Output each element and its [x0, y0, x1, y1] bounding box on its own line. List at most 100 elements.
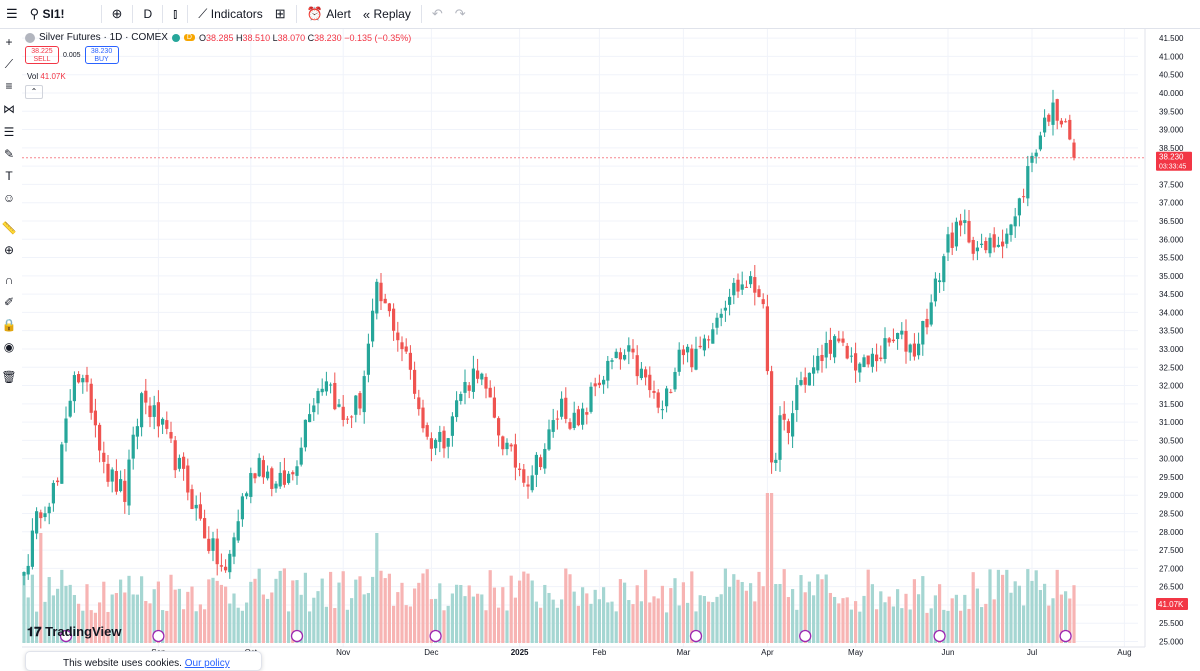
candle-body: [807, 372, 811, 386]
high-label: H: [236, 32, 243, 43]
volume-bar: [299, 594, 303, 643]
brush-icon[interactable]: ✎: [3, 147, 15, 161]
collapse-legend-button[interactable]: ⌃: [25, 85, 43, 99]
volume-bar: [749, 583, 753, 643]
candle-body: [425, 425, 429, 437]
lock-icon[interactable]: 🔒: [1, 318, 17, 332]
y-tick-label: 38.500: [1159, 144, 1184, 153]
candle-body: [845, 345, 849, 359]
candle-body: [623, 354, 627, 360]
fib-icon[interactable]: ≡: [5, 79, 13, 93]
trendline-icon[interactable]: ⟋: [4, 57, 14, 71]
text-icon[interactable]: T: [5, 169, 13, 183]
tradingview-logo[interactable]: 𝟏𝟕 TradingView: [27, 624, 121, 640]
volume-bar: [560, 599, 564, 643]
dividend-marker-icon[interactable]: [59, 629, 73, 643]
menu-icon[interactable]: ☰: [6, 6, 18, 21]
search-icon: ⚲: [29, 6, 40, 21]
candle-body: [770, 371, 774, 463]
sell-price: 38.225: [31, 48, 53, 55]
open-value: 38.285: [206, 32, 234, 43]
candle-body: [539, 457, 543, 468]
undo-button[interactable]: ↶: [426, 0, 449, 28]
candle-body: [933, 278, 937, 302]
symbol-title[interactable]: Silver Futures · 1D · COMEX: [39, 32, 168, 43]
interval-button[interactable]: D: [137, 0, 158, 28]
y-tick-label: 41.000: [1159, 52, 1184, 61]
buy-button[interactable]: 38.230 BUY: [84, 46, 119, 64]
candle-body: [522, 469, 526, 483]
volume-bar: [77, 603, 81, 643]
volume-bar: [879, 591, 883, 643]
candle-body: [228, 553, 232, 573]
volume-bar: [144, 601, 148, 643]
candle-body: [858, 363, 862, 373]
indicators-button[interactable]: ⟋ Indicators: [192, 0, 268, 28]
candle-body: [203, 518, 207, 539]
earnings-marker-icon[interactable]: [1059, 629, 1072, 643]
volume-bar: [959, 610, 963, 643]
volume-bar: [988, 569, 992, 643]
replay-button[interactable]: « Replay: [357, 0, 417, 28]
crosshair-icon[interactable]: +: [5, 35, 13, 49]
symbol-search[interactable]: ⚲ SI1!: [24, 0, 71, 28]
magnet-icon[interactable]: ∩: [4, 273, 14, 287]
templates-button[interactable]: ⊞: [269, 0, 292, 28]
candle-body: [392, 308, 396, 331]
volume-bar: [644, 569, 648, 643]
emoji-icon[interactable]: ☺: [2, 191, 16, 205]
candle-body: [547, 429, 551, 450]
volume-bar: [862, 595, 866, 643]
candle-body: [455, 400, 459, 418]
ruler-icon[interactable]: 📏: [1, 221, 17, 235]
cookie-policy-link[interactable]: Our policy: [184, 658, 230, 669]
candle-body: [572, 412, 576, 428]
add-compare-button[interactable]: ⊕: [106, 0, 129, 28]
dividend-marker-icon[interactable]: [689, 629, 703, 643]
close-label: C: [307, 32, 315, 43]
candle-body: [728, 296, 732, 305]
redo-button[interactable]: ↷: [449, 0, 472, 28]
volume-bar: [1072, 585, 1076, 643]
volume-bar: [316, 591, 320, 643]
candle-body: [992, 234, 996, 248]
candle-body: [530, 475, 534, 491]
alert-button[interactable]: ⏰ Alert: [301, 0, 357, 28]
chart-type-button[interactable]: ⫾: [167, 0, 183, 28]
candle-body: [698, 345, 702, 348]
candle-body: [971, 240, 975, 254]
candle-body: [803, 377, 807, 385]
volume-bar: [1043, 583, 1047, 643]
volume-bar: [345, 609, 349, 643]
y-tick-label: 32.000: [1159, 382, 1184, 391]
volume-bar: [463, 596, 467, 643]
volume-bar: [140, 576, 144, 643]
dividend-marker-icon[interactable]: [933, 629, 946, 643]
sell-button[interactable]: 38.225 SELL: [25, 46, 59, 64]
candle-body: [1055, 99, 1059, 121]
volume-bar: [375, 533, 379, 643]
volume-bar: [623, 582, 627, 643]
candle-body: [782, 413, 786, 420]
dividend-marker-icon[interactable]: [152, 629, 165, 643]
dividend-marker-icon[interactable]: [799, 629, 812, 643]
volume-bar: [102, 581, 106, 643]
candle-body: [182, 456, 186, 469]
pattern-icon[interactable]: ⋈: [3, 102, 15, 116]
volume-bar: [904, 593, 908, 643]
volume-bar: [56, 588, 60, 643]
candle-body: [266, 471, 270, 479]
candle-body: [1030, 155, 1034, 163]
trash-icon[interactable]: 🗑: [1, 370, 17, 384]
y-tick-label: 37.500: [1159, 180, 1184, 189]
zoom-icon[interactable]: ⊕: [3, 243, 15, 257]
eye-icon[interactable]: ◉: [3, 340, 15, 354]
candle-body: [837, 338, 841, 342]
draw-mode-icon[interactable]: ✐: [3, 295, 15, 309]
candle-body: [350, 416, 354, 418]
forecast-icon[interactable]: ☰: [3, 125, 15, 139]
dividend-marker-icon[interactable]: [290, 629, 304, 643]
y-tick-label: 33.500: [1159, 327, 1184, 336]
dividend-marker-icon[interactable]: [429, 629, 442, 643]
